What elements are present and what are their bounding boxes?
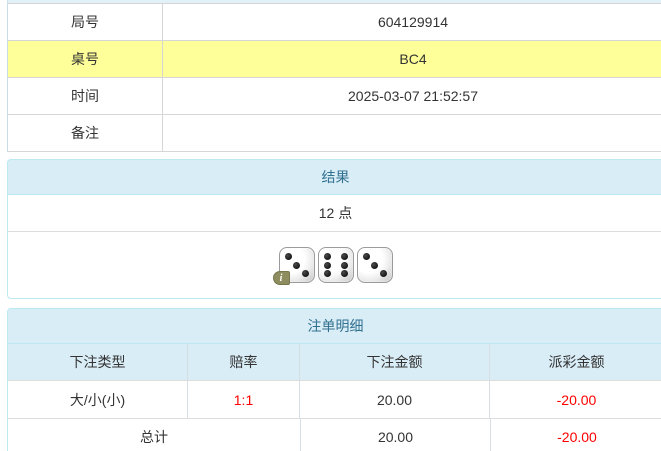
info-row-round: 局号 604129914 (8, 4, 661, 41)
pip (301, 270, 309, 277)
pip (323, 261, 331, 269)
table-number-value: BC4 (399, 51, 427, 67)
pip (362, 253, 370, 260)
info-row-table: 桌号 BC4 (8, 41, 661, 78)
time-label: 时间 (8, 78, 163, 114)
pip (379, 270, 387, 277)
pip (323, 253, 331, 260)
bets-header-row: 下注类型 赔率 下注金额 派彩金额 (8, 344, 661, 381)
bets-panel-title: 注单明细 (8, 309, 661, 344)
die-icon-3 (356, 247, 393, 283)
die-icon-2 (317, 247, 354, 283)
pip (340, 253, 348, 260)
table-number-label: 桌号 (8, 41, 163, 77)
total-label-cell: 总计 (8, 419, 301, 451)
result-panel: 结果 12 点 i (7, 159, 661, 299)
payout-amount-header: 派彩金额 (490, 344, 661, 380)
bets-panel: 注单明细 下注类型 赔率 下注金额 派彩金额 大/小(小) 1:1 20.00 … (7, 308, 661, 451)
result-panel-title: 结果 (8, 160, 661, 195)
pip (340, 270, 348, 277)
time-value: 2025-03-07 21:52:57 (348, 88, 478, 104)
round-number-value: 604129914 (377, 14, 449, 30)
remark-label: 备注 (8, 115, 163, 151)
game-info-table: 局号 604129914 桌号 BC4 时间 2025-03-07 21:52:… (7, 3, 661, 152)
odds-cell: 1:1 (188, 381, 300, 418)
pip (284, 253, 292, 260)
bet-amount-header: 下注金额 (300, 344, 490, 380)
total-bet-amount-cell: 20.00 (301, 419, 491, 451)
cropped-header-edge (7, 0, 661, 3)
pip (293, 261, 300, 269)
pip (323, 270, 331, 277)
pip (340, 261, 348, 269)
result-points: 12 点 (8, 195, 661, 232)
pip (371, 261, 378, 269)
info-row-time: 时间 2025-03-07 21:52:57 (8, 78, 661, 115)
bet-type-header: 下注类型 (8, 344, 188, 380)
dice-row: i (8, 232, 661, 298)
bets-table: 下注类型 赔率 下注金额 派彩金额 大/小(小) 1:1 20.00 -20.0… (8, 344, 661, 451)
bet-row: 大/小(小) 1:1 20.00 -20.00 (8, 381, 661, 419)
round-number-label: 局号 (8, 4, 163, 40)
total-payout-cell: -20.00 (557, 429, 597, 445)
info-row-remark: 备注 (8, 115, 661, 152)
odds-header: 赔率 (188, 344, 300, 380)
bet-type-cell: 大/小(小) (8, 381, 188, 418)
info-icon[interactable]: i (272, 271, 290, 285)
total-row: 总计 20.00 -20.00 (8, 419, 661, 451)
die-icon-1: i (272, 247, 315, 285)
bet-amount-cell: 20.00 (300, 381, 490, 418)
remark-value (163, 115, 661, 151)
payout-amount-cell: -20.00 (556, 391, 597, 408)
